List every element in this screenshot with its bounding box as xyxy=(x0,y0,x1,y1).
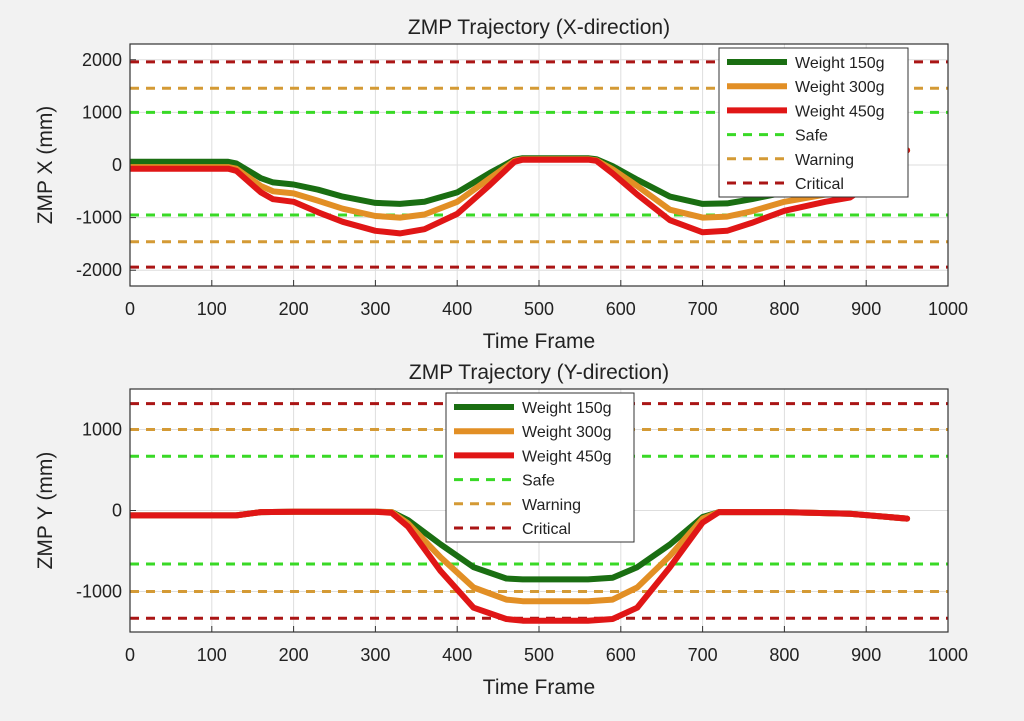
x-tick-label: 600 xyxy=(606,645,636,665)
axes-box xyxy=(129,43,949,287)
y-axis-label: ZMP Y (mm) xyxy=(34,452,57,570)
y-tick-label: 0 xyxy=(112,501,122,521)
x-tick-label: 0 xyxy=(125,645,135,665)
x-tick-label: 1000 xyxy=(928,299,968,319)
legend-label-safe: Safe xyxy=(522,473,555,490)
y-tick-label: -2000 xyxy=(76,260,122,280)
x-tick-label: 100 xyxy=(197,299,227,319)
legend-label-weight-450g: Weight 450g xyxy=(522,448,612,465)
x-tick-label: 700 xyxy=(688,299,718,319)
x-tick-label: 100 xyxy=(197,645,227,665)
chart-zmp-y: ZMP Trajectory (Y-direction) 0 100 200 300 40… xyxy=(34,361,968,699)
legend-label-critical: Critical xyxy=(795,176,844,193)
y-tick-label: -1000 xyxy=(76,582,122,602)
x-tick-label: 1000 xyxy=(928,645,968,665)
y-tick-label: 1000 xyxy=(82,102,122,122)
y-tick-label: 1000 xyxy=(82,420,122,440)
legend-label-weight-150g: Weight 150g xyxy=(522,400,612,417)
x-axis-label: Time Frame xyxy=(483,330,595,353)
legend-label-critical: Critical xyxy=(522,521,571,538)
x-tick-label: 900 xyxy=(851,299,881,319)
x-tick-label: 900 xyxy=(851,645,881,665)
x-tick-label: 500 xyxy=(524,299,554,319)
x-tick-label: 400 xyxy=(442,645,472,665)
legend-label-safe: Safe xyxy=(795,128,828,145)
series-line-weight-450g xyxy=(130,508,911,624)
legend: Weight 150g Weight 300g Weight 450g Safe War… xyxy=(445,392,635,543)
x-tick-label: 800 xyxy=(769,645,799,665)
axes-box xyxy=(129,388,949,633)
x-tick-label: 500 xyxy=(524,645,554,665)
chart-zmp-x: ZMP Trajectory (X-direction) 0 100 200 300 40… xyxy=(34,16,968,353)
legend: Weight 150g Weight 300g Weight 450g Safe War… xyxy=(718,47,909,198)
x-tick-label: 600 xyxy=(606,299,636,319)
legend-label-warning: Warning xyxy=(522,497,581,514)
chart-title: ZMP Trajectory (X-direction) xyxy=(408,16,670,39)
y-tick-label: 0 xyxy=(112,155,122,175)
x-tick-label: 200 xyxy=(279,645,309,665)
legend-box xyxy=(718,47,909,198)
legend-label-weight-150g: Weight 150g xyxy=(795,55,885,72)
x-axis-label: Time Frame xyxy=(483,676,595,699)
chart-title: ZMP Trajectory (Y-direction) xyxy=(409,361,669,384)
y-axis-label: ZMP X (mm) xyxy=(34,106,57,225)
x-tick-label: 0 xyxy=(125,299,135,319)
legend-label-weight-300g: Weight 300g xyxy=(795,79,885,96)
y-tick-label: -1000 xyxy=(76,208,122,228)
x-tick-label: 400 xyxy=(442,299,472,319)
series-line-weight-450g xyxy=(130,147,911,237)
legend-label-warning: Warning xyxy=(795,152,854,169)
x-tick-label: 300 xyxy=(360,645,390,665)
x-tick-label: 300 xyxy=(360,299,390,319)
x-tick-label: 800 xyxy=(769,299,799,319)
legend-box xyxy=(445,392,635,543)
x-tick-label: 700 xyxy=(688,645,718,665)
legend-label-weight-300g: Weight 300g xyxy=(522,424,612,441)
legend-label-weight-450g: Weight 450g xyxy=(795,103,885,120)
y-tick-label: 2000 xyxy=(82,50,122,70)
x-tick-label: 200 xyxy=(279,299,309,319)
